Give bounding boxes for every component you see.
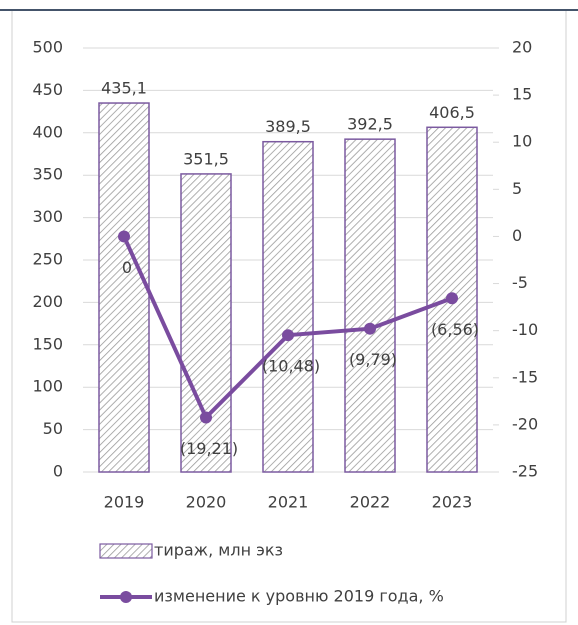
x-tick-label: 2020 <box>186 493 227 512</box>
bar <box>426 126 478 473</box>
bar-value-label: 389,5 <box>265 117 311 136</box>
y-tick-label: 500 <box>32 38 63 57</box>
bar <box>180 173 232 473</box>
legend-label: тираж, млн экз <box>154 541 283 560</box>
y2-tick-label: -5 <box>512 273 528 292</box>
x-tick-label: 2023 <box>432 493 473 512</box>
y2-tick-label: -15 <box>512 367 538 386</box>
line-value-label: (9,79) <box>349 350 397 369</box>
bar-value-label: 392,5 <box>347 115 393 134</box>
y-tick-label: 250 <box>32 250 63 269</box>
y2-tick-label: 15 <box>512 85 532 104</box>
y-tick-label: 400 <box>32 122 63 141</box>
bar <box>344 138 396 473</box>
y2-tick-label: 20 <box>512 38 532 57</box>
bar <box>262 140 314 473</box>
line-value-label: (19,21) <box>180 439 238 458</box>
bar-value-label: 406,5 <box>429 103 475 122</box>
y-tick-label: 350 <box>32 165 63 184</box>
x-tick-label: 2022 <box>350 493 391 512</box>
y-tick-label: 100 <box>32 377 63 396</box>
line-value-label: (6,56) <box>431 320 479 339</box>
legend-label: изменение к уровню 2019 года, % <box>154 587 444 606</box>
bar-value-label: 351,5 <box>183 149 229 168</box>
y2-tick-label: -20 <box>512 414 538 433</box>
legend-swatch <box>99 543 153 559</box>
line-point <box>282 329 294 342</box>
y2-tick-label: -25 <box>512 462 538 481</box>
line-point <box>118 230 130 243</box>
y-tick-label: 450 <box>32 80 63 99</box>
x-tick-label: 2019 <box>104 493 145 512</box>
y2-tick-label: 10 <box>512 132 532 151</box>
y2-tick-label: 5 <box>512 179 522 198</box>
y-tick-label: 50 <box>43 419 63 438</box>
bar <box>98 102 150 473</box>
y2-tick-label: -10 <box>512 320 538 339</box>
y-tick-label: 300 <box>32 207 63 226</box>
line-point <box>446 292 458 305</box>
bar-value-label: 435,1 <box>101 79 147 98</box>
line-point <box>364 322 376 335</box>
y2-tick-label: 0 <box>512 226 522 245</box>
y-tick-label: 0 <box>53 462 63 481</box>
x-tick-label: 2021 <box>268 493 309 512</box>
line-point <box>200 411 212 424</box>
y-tick-label: 200 <box>32 292 63 311</box>
line-value-label: 0 <box>122 258 132 277</box>
y-tick-label: 150 <box>32 334 63 353</box>
line-value-label: (10,48) <box>262 357 320 376</box>
legend-marker <box>120 591 132 603</box>
